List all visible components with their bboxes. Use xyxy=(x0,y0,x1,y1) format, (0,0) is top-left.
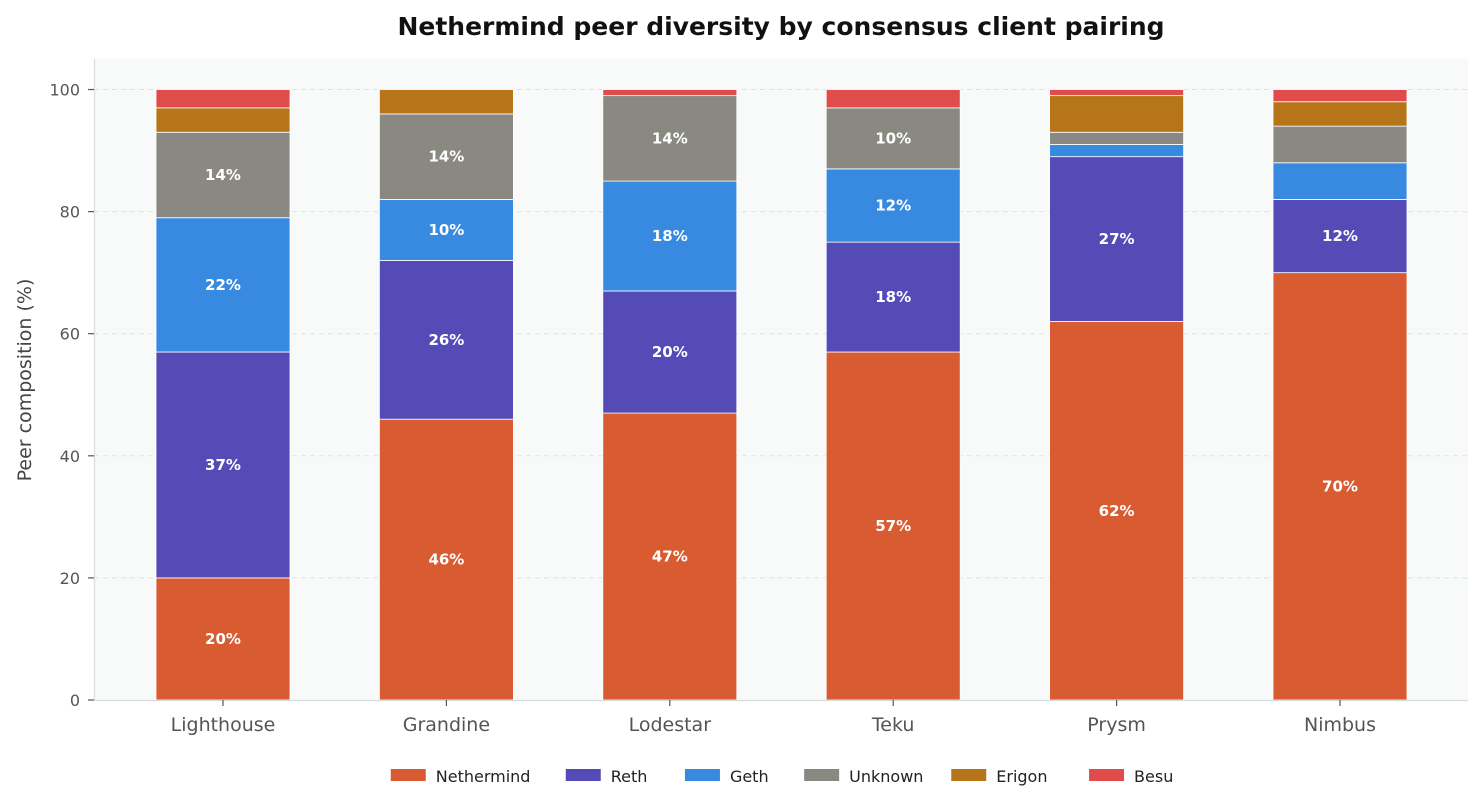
data-label: 10% xyxy=(428,221,464,239)
bar-segment xyxy=(155,351,291,579)
x-tick-label: Lighthouse xyxy=(171,714,276,736)
bar-segment xyxy=(825,241,961,353)
x-tick-label: Teku xyxy=(871,714,915,736)
bar-segment xyxy=(1049,156,1184,322)
data-label: 18% xyxy=(875,288,911,306)
bar-segment xyxy=(1272,101,1408,127)
bar-segment xyxy=(1272,89,1408,103)
x-tick-label: Nimbus xyxy=(1304,714,1376,736)
y-axis-title: Peer composition (%) xyxy=(14,279,36,482)
x-tick-label: Grandine xyxy=(403,714,490,736)
bar-segment xyxy=(1049,131,1184,145)
bar-segment xyxy=(1049,144,1184,158)
bar-segment xyxy=(602,180,738,292)
bar-segment xyxy=(1272,125,1408,164)
legend-swatch xyxy=(390,769,426,781)
bar-segment xyxy=(378,89,514,115)
data-label: 18% xyxy=(652,227,688,245)
grid-lines xyxy=(94,89,1468,579)
bar-segment xyxy=(602,89,738,97)
legend-swatch xyxy=(804,769,840,781)
legend: Nethermind Reth Geth Unknown Erigon Besu xyxy=(390,767,1173,786)
data-labels: 20% 37% 22% 14% 46% 26% 10% 14% 47% 20% 18% 14% 57% 1… xyxy=(205,129,1358,648)
bar-segment xyxy=(378,199,514,261)
bar-segment xyxy=(155,577,291,701)
x-tick-label: Lodestar xyxy=(629,714,712,736)
legend-swatch xyxy=(1089,769,1125,781)
data-label: 26% xyxy=(428,331,464,349)
bar-segment xyxy=(602,290,738,414)
data-label: 20% xyxy=(652,343,688,361)
legend-label: Nethermind xyxy=(436,767,531,786)
legend-swatch xyxy=(951,769,987,781)
data-label: 37% xyxy=(205,456,241,474)
legend-swatch xyxy=(684,769,720,781)
data-label: 12% xyxy=(1322,227,1358,245)
data-label: 47% xyxy=(652,548,688,566)
bar-segment xyxy=(378,113,514,200)
bar-segment xyxy=(1049,89,1184,97)
data-label: 14% xyxy=(652,129,688,147)
bar-segment xyxy=(825,168,961,243)
x-tick-label: Prysm xyxy=(1087,714,1146,736)
y-tick-label: 0 xyxy=(70,691,80,710)
bars xyxy=(155,89,1408,701)
legend-label: Erigon xyxy=(996,767,1047,786)
y-tick-label: 80 xyxy=(60,203,80,222)
legend-label: Geth xyxy=(730,767,769,786)
bar-segment xyxy=(155,89,291,109)
chart-title: Nethermind peer diversity by consensus c… xyxy=(397,12,1164,41)
bar-segment xyxy=(602,412,738,701)
plot-background xyxy=(94,59,1468,700)
data-label: 10% xyxy=(875,129,911,147)
y-tick-label: 100 xyxy=(49,81,80,100)
data-label: 70% xyxy=(1322,477,1358,495)
data-label: 22% xyxy=(205,276,241,294)
x-axis-ticks: Lighthouse Grandine Lodestar Teku Prysm Nimbu… xyxy=(171,700,1376,736)
y-tick-label: 40 xyxy=(60,447,80,466)
bar-segment xyxy=(602,95,738,182)
legend-label: Reth xyxy=(611,767,648,786)
legend-swatch xyxy=(565,769,601,781)
data-label: 14% xyxy=(428,148,464,166)
bar-segment xyxy=(155,107,291,133)
y-axis-ticks: 0 20 40 60 80 100 xyxy=(49,81,94,710)
data-label: 20% xyxy=(205,630,241,648)
bar-segment xyxy=(1049,95,1184,133)
data-label: 62% xyxy=(1099,502,1135,520)
bar-segment xyxy=(1272,162,1408,200)
bar-segment xyxy=(1272,272,1408,701)
data-label: 27% xyxy=(1099,230,1135,248)
data-label: 12% xyxy=(875,197,911,215)
data-label: 57% xyxy=(875,517,911,535)
bar-segment xyxy=(825,107,961,170)
y-tick-label: 20 xyxy=(60,569,80,588)
bar-segment xyxy=(378,418,514,701)
y-tick-label: 60 xyxy=(60,325,80,344)
data-label: 46% xyxy=(428,551,464,569)
legend-label: Unknown xyxy=(849,767,923,786)
bar-segment xyxy=(825,89,961,109)
data-label: 14% xyxy=(205,166,241,184)
legend-label: Besu xyxy=(1134,767,1173,786)
